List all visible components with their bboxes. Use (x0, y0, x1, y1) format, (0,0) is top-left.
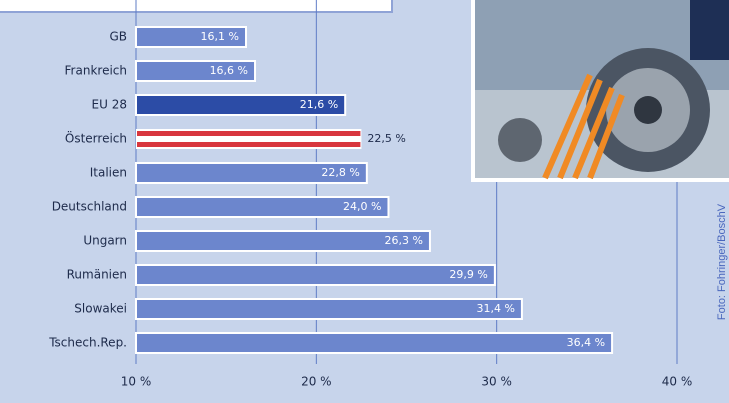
bars: GB 16,1 % Frankreich 16,6 % EU 28 21,6 % Öster… (48, 26, 614, 354)
bar (135, 230, 431, 252)
x-tick-label: 30 % (481, 375, 512, 389)
photo-person (690, 0, 729, 60)
title-box (0, 0, 393, 13)
value-label: 26,3 % (384, 234, 422, 247)
x-tick-label: 40 % (662, 375, 693, 389)
y-tick-label: Italien (90, 166, 127, 180)
y-tick-label: GB (109, 30, 127, 44)
value-label: 29,9 % (449, 268, 487, 281)
y-tick-label: Tschech.Rep. (48, 336, 127, 350)
y-tick-label: EU 28 (92, 98, 127, 112)
bar (135, 26, 248, 48)
bar (136, 129, 362, 149)
bar (135, 332, 614, 354)
y-tick-label: Ungarn (83, 234, 127, 248)
photo-part (498, 118, 542, 162)
photo-motor-hub (634, 96, 662, 124)
bar (135, 196, 390, 218)
y-tick-label: Österreich (65, 130, 127, 146)
value-label: 22,5 % (367, 132, 405, 145)
value-label: 22,8 % (321, 166, 359, 179)
bar (135, 94, 347, 116)
value-label: 36,4 % (567, 336, 605, 349)
y-tick-label: Slowakei (74, 302, 127, 316)
x-tick-label: 20 % (301, 375, 332, 389)
y-tick-label: Frankreich (65, 64, 127, 78)
value-label: 24,0 % (343, 200, 381, 213)
bar (135, 298, 523, 320)
value-label: 31,4 % (476, 302, 514, 315)
value-label: 16,6 % (210, 64, 248, 77)
bar (135, 162, 368, 184)
bar (135, 60, 257, 82)
value-label: 21,6 % (300, 98, 338, 111)
y-tick-label: Rumänien (67, 268, 127, 282)
photo-credit: Foto: Fohringer/BoschV (716, 203, 728, 320)
photo-cables (542, 73, 625, 180)
y-tick-label: Deutschland (52, 200, 127, 214)
bar-stripe (137, 142, 361, 147)
bar-stripe (137, 131, 361, 136)
photo (471, 0, 729, 182)
x-tick-label: 10 % (121, 375, 152, 389)
value-label: 16,1 % (201, 30, 239, 43)
bar (135, 264, 496, 286)
